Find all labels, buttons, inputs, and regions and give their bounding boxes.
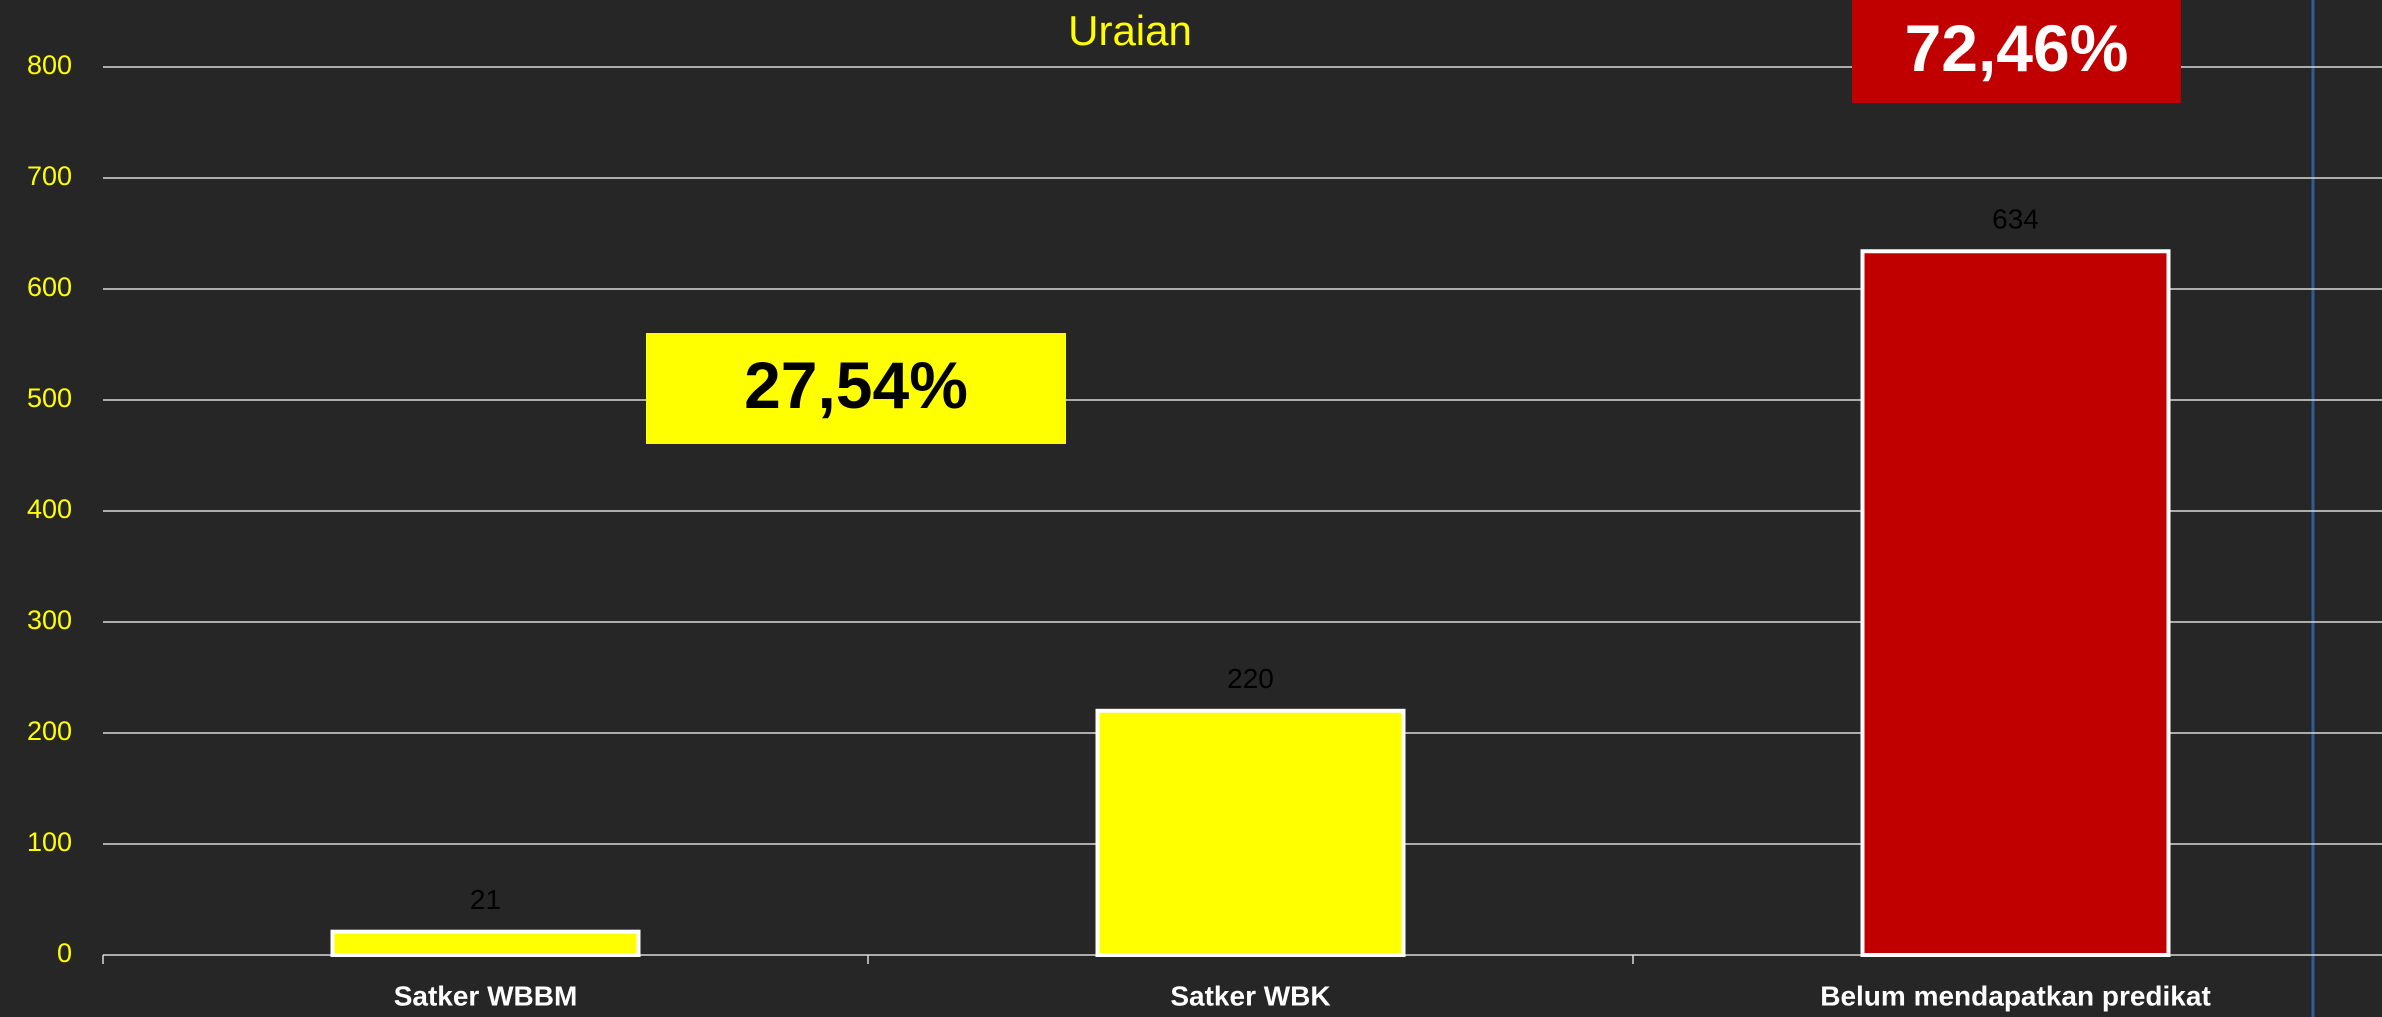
annotation-box bbox=[646, 333, 1066, 444]
value-label: 220 bbox=[1227, 663, 1274, 694]
y-tick-label: 700 bbox=[27, 161, 72, 191]
y-tick-label: 200 bbox=[27, 716, 72, 746]
x-tick-label: Satker WBBM bbox=[394, 980, 578, 1011]
y-tick-label: 800 bbox=[27, 50, 72, 80]
y-tick-label: 600 bbox=[27, 272, 72, 302]
annotation: 27,54% bbox=[744, 348, 968, 422]
annotation: 72,46% bbox=[1905, 11, 2129, 85]
y-tick-label: 500 bbox=[27, 383, 72, 413]
value-label: 634 bbox=[1992, 204, 2039, 235]
y-tick-label: 300 bbox=[27, 605, 72, 635]
y-tick-label: 100 bbox=[27, 827, 72, 857]
annotation-box bbox=[1852, 0, 2181, 103]
x-tick-label: Satker WBK bbox=[1170, 980, 1330, 1011]
chart-title: Uraian bbox=[1068, 7, 1192, 54]
x-tick-label: Belum mendapatkan predikat bbox=[1820, 980, 2211, 1011]
bar bbox=[1095, 708, 1406, 957]
bar bbox=[1860, 249, 2171, 957]
y-tick-label: 400 bbox=[27, 494, 72, 524]
value-label: 21 bbox=[470, 884, 501, 915]
y-tick-label: 0 bbox=[57, 938, 72, 968]
bar bbox=[330, 929, 641, 958]
